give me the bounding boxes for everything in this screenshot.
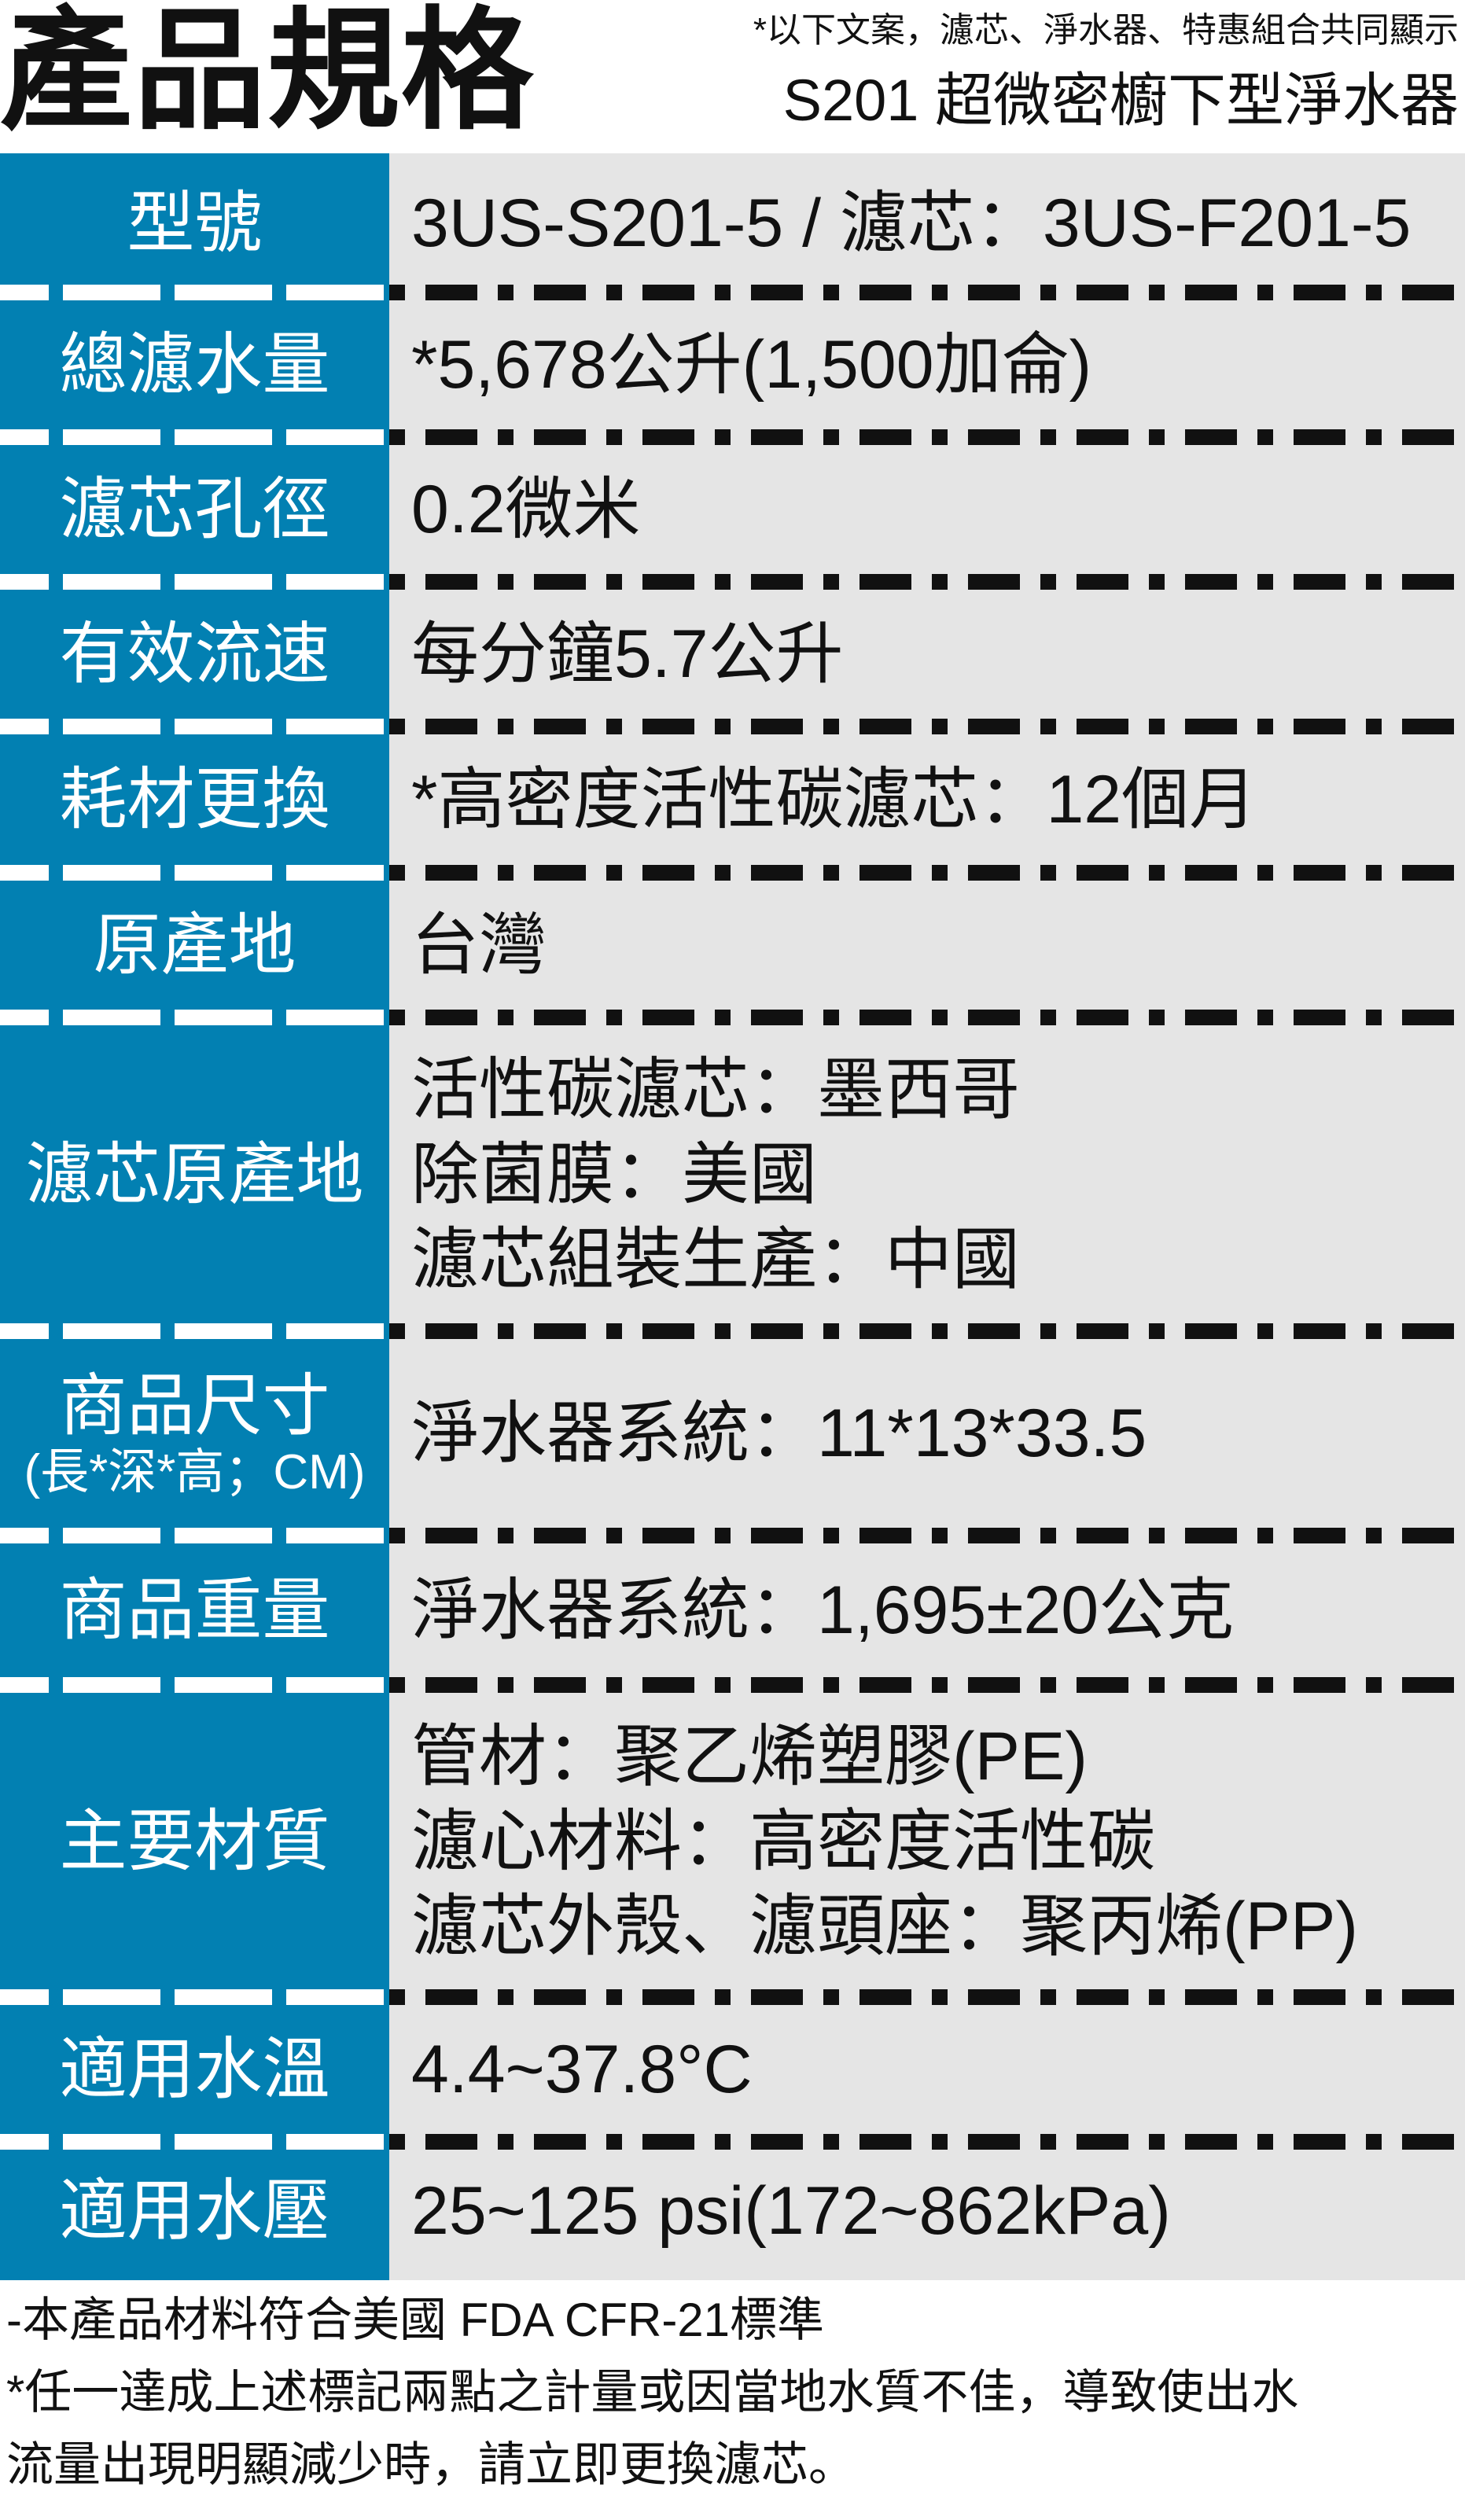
dashed-divider [0,1323,1465,1339]
spec-value-line: 管材：聚乙烯塑膠(PE) [411,1718,1088,1794]
spec-value: 淨水器系統：1,695±20公克 [389,1536,1465,1685]
spec-label: 型號 [0,153,389,292]
spec-value-line: 每分鐘5.7公升 [411,616,844,692]
spec-label-text: 商品重量 [59,1573,330,1648]
spec-label-text: 濾芯孔徑 [59,472,330,547]
footer-notes: -本產品材料符合美國 FDA CFR-21標準 *任一達成上述標記兩點之計量或因… [6,2284,1298,2501]
spec-label-text: 主要材質 [59,1803,330,1879]
spec-value-line: *高密度活性碳濾芯：12個月 [411,762,1257,837]
spec-label: 總濾水量 [0,292,389,437]
dashed-divider [0,865,1465,881]
spec-value: 活性碳濾芯：墨西哥 除菌膜：美國濾芯組裝生產：中國 [389,1017,1465,1331]
spec-label: 主要材質 [0,1685,389,1997]
spec-label-text: 商品尺寸 [59,1368,330,1444]
spec-row: 總濾水量 *5,678公升(1,500加侖) [0,292,1465,445]
spec-label-text: 有效流速 [59,616,330,692]
page-title: 產品規格 [0,0,535,145]
spec-label-text: 濾芯原產地 [25,1136,364,1212]
spec-sublabel: (長*深*高；CM) [24,1445,366,1499]
spec-value: 管材：聚乙烯塑膠(PE) 濾心材料：高密度活性碳濾芯外殼、濾頭座：聚丙烯(PP) [389,1685,1465,1997]
spec-value: 淨水器系統：11*13*33.5 [389,1331,1465,1536]
spec-value-line: 淨水器系統：11*13*33.5 [411,1396,1147,1471]
spec-row: 商品重量 淨水器系統：1,695±20公克 [0,1536,1465,1693]
footer-line: *任一達成上述標記兩點之計量或因當地水質不佳，導致使出水 [6,2366,1299,2419]
dashed-divider [0,1010,1465,1025]
spec-value-line: *5,678公升(1,500加侖) [411,327,1092,403]
spec-value-line: 除菌膜：美國 [411,1136,817,1212]
spec-value: *高密度活性碳濾芯：12個月 [389,727,1465,873]
spec-label: 原產地 [0,873,389,1017]
spec-label-text: 總濾水量 [59,327,330,403]
product-name: S201 超微密櫥下型淨水器 [782,68,1459,133]
spec-value-line: 台灣 [411,907,547,983]
spec-value: 每分鐘5.7公升 [389,582,1465,727]
spec-value-line: 0.2微米 [411,472,641,547]
spec-label: 有效流速 [0,582,389,727]
spec-value: 25~125 psi(172~862kPa) [389,2142,1465,2280]
spec-label: 濾芯原產地 [0,1017,389,1331]
spec-label: 耗材更換 [0,727,389,873]
spec-value: *5,678公升(1,500加侖) [389,292,1465,437]
spec-value: 0.2微米 [389,437,1465,582]
spec-value-line: 3US-S201-5 / 濾芯：3US-F201-5 [411,185,1412,261]
header-note: *以下文案，濾芯、淨水器、特惠組合共同顯示 [753,11,1459,50]
spec-label-text: 適用水壓 [59,2173,330,2249]
spec-label-text: 型號 [127,185,263,261]
spec-label-text: 耗材更換 [59,762,330,837]
spec-value-line: 濾芯組裝生產：中國 [411,1221,1020,1297]
dashed-divider [0,1989,1465,2005]
spec-value-line: 淨水器系統：1,695±20公克 [411,1573,1235,1648]
spec-label-text: 原產地 [93,907,296,983]
footer-line: -本產品材料符合美國 FDA CFR-21標準 [6,2294,825,2346]
dashed-divider [0,574,1465,590]
spec-value-line: 25~125 psi(172~862kPa) [411,2173,1171,2249]
spec-label: 商品重量 [0,1536,389,1685]
dashed-divider [0,2134,1465,2150]
spec-row: 原產地 台灣 [0,873,1465,1025]
spec-value: 4.4~37.8°C [389,1997,1465,2142]
spec-label: 適用水壓 [0,2142,389,2280]
spec-label: 適用水溫 [0,1997,389,2142]
spec-value-line: 濾心材料：高密度活性碳 [411,1803,1155,1879]
spec-row: 主要材質 管材：聚乙烯塑膠(PE) 濾心材料：高密度活性碳濾芯外殼、濾頭座：聚丙烯(… [0,1685,1465,2005]
spec-row: 濾芯孔徑 0.2微米 [0,437,1465,590]
spec-row: 適用水壓 25~125 psi(172~862kPa) [0,2142,1465,2280]
spec-value-line: 濾芯外殼、濾頭座：聚丙烯(PP) [411,1888,1358,1964]
spec-value-line: 4.4~37.8°C [411,2032,753,2107]
spec-label: 濾芯孔徑 [0,437,389,582]
dashed-divider [0,285,1465,300]
spec-value-line: 活性碳濾芯：墨西哥 [411,1051,1020,1128]
dashed-divider [0,1677,1465,1693]
spec-row: 商品尺寸 (長*深*高；CM) 淨水器系統：11*13*33.5 [0,1331,1465,1543]
spec-row: 有效流速 每分鐘5.7公升 [0,582,1465,734]
dashed-divider [0,719,1465,734]
spec-row: 適用水溫 4.4~37.8°C [0,1997,1465,2150]
spec-value: 台灣 [389,873,1465,1017]
spec-label-text: 適用水溫 [59,2032,330,2107]
spec-row: 型號 3US-S201-5 / 濾芯：3US-F201-5 [0,153,1465,300]
spec-row: 濾芯原產地 活性碳濾芯：墨西哥 除菌膜：美國濾芯組裝生產：中國 [0,1017,1465,1339]
spec-label: 商品尺寸 (長*深*高；CM) [0,1331,389,1536]
spec-value: 3US-S201-5 / 濾芯：3US-F201-5 [389,153,1465,292]
dashed-divider [0,429,1465,445]
spec-row: 耗材更換 *高密度活性碳濾芯：12個月 [0,727,1465,881]
spec-table: 型號 3US-S201-5 / 濾芯：3US-F201-5 總濾水量 *5,678公升… [0,153,1465,2280]
footer-line: 流量出現明顯減少時，請立即更換濾芯。 [6,2438,856,2491]
dashed-divider [0,1528,1465,1543]
